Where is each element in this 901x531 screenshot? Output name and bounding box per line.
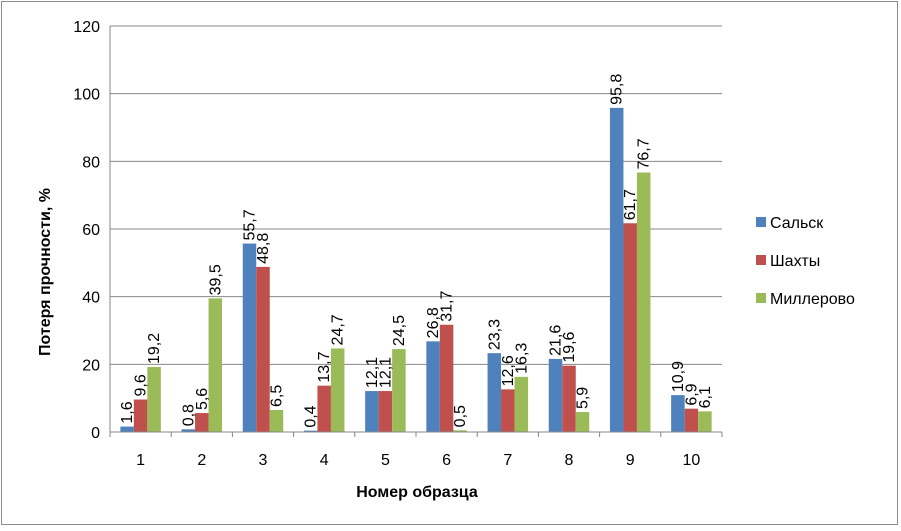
x-tick-label: 8 (565, 452, 574, 469)
x-tick-labels: 1 2 3 4 5 6 7 8 9 10 (136, 452, 700, 469)
bar (147, 367, 161, 432)
data-label: 0,8 (180, 404, 197, 426)
data-label: 19,6 (561, 331, 578, 362)
data-label: 5,6 (194, 388, 211, 410)
bar (487, 353, 502, 432)
data-label: 13,7 (316, 351, 333, 382)
y-axis-title: Потеря прочности, % (37, 188, 54, 356)
x-tick-label: 2 (197, 452, 206, 469)
bar (453, 430, 467, 432)
x-tick-label: 10 (683, 452, 701, 469)
data-label: 6,5 (269, 385, 286, 407)
x-tick-label: 6 (442, 452, 451, 469)
x-tick-label: 3 (259, 452, 268, 469)
data-label: 26,8 (425, 307, 442, 338)
data-label: 1,6 (119, 401, 136, 423)
data-label: 16,3 (513, 343, 530, 374)
data-label: 10,9 (670, 361, 687, 392)
data-label: 12,1 (364, 357, 381, 388)
data-label: 31,7 (439, 291, 456, 322)
bar (609, 107, 624, 433)
bar (317, 385, 331, 432)
y-tick-label: 0 (91, 425, 100, 442)
y-tick-label: 80 (82, 154, 100, 171)
bars (120, 107, 712, 433)
legend-label: Миллерово (770, 291, 855, 308)
legend-swatch (756, 293, 766, 303)
y-tick-label: 60 (82, 222, 100, 239)
bar (623, 223, 637, 432)
bar (426, 341, 440, 432)
bar (256, 266, 270, 432)
data-label: 39,5 (207, 264, 224, 295)
data-label: 0,4 (303, 405, 320, 427)
data-label: 24,7 (330, 314, 347, 345)
x-tick-label: 5 (381, 452, 390, 469)
bar (392, 349, 406, 432)
data-label: 5,9 (575, 387, 592, 409)
data-label: 6,1 (697, 386, 714, 408)
bar (269, 410, 284, 432)
legend: Сальск Шахты Миллерово (756, 215, 855, 308)
data-label: 55,7 (242, 209, 259, 240)
data-label: 23,3 (486, 319, 503, 350)
bar (562, 365, 576, 432)
data-labels: 1,6 9,6 19,2 0,85,6 39,5 55,748,8 6,5 0,4 13,7 24… (119, 74, 714, 428)
bar (684, 408, 699, 432)
data-label: 21,6 (548, 325, 565, 356)
bar (671, 395, 685, 432)
bar (378, 391, 393, 432)
axes (109, 26, 723, 437)
bar (698, 411, 712, 432)
x-tick-label: 1 (136, 452, 145, 469)
x-axis-title: Номер образца (356, 484, 478, 501)
data-label: 19,2 (146, 333, 163, 364)
y-tick-label: 40 (82, 290, 100, 307)
y-tick-labels: 0 20 40 60 80 100 120 (73, 19, 100, 442)
y-tick-label: 20 (82, 357, 100, 374)
bar (548, 358, 563, 432)
bar (365, 391, 379, 432)
bar (575, 412, 590, 432)
bar (330, 348, 345, 432)
bar (242, 243, 257, 432)
legend-swatch (756, 217, 766, 227)
data-label: 12,6 (500, 355, 517, 386)
x-tick-label: 9 (626, 452, 635, 469)
bar (303, 430, 318, 432)
bar (439, 324, 454, 432)
bar (133, 399, 148, 432)
data-label: 24,5 (391, 315, 408, 346)
y-tick-label: 100 (73, 87, 100, 104)
data-label: 6,9 (683, 383, 700, 405)
bar (636, 172, 651, 432)
legend-label: Шахты (770, 253, 820, 270)
data-label: 61,7 (622, 189, 639, 220)
legend-label: Сальск (770, 215, 824, 232)
data-label: 48,8 (255, 233, 272, 264)
data-label: 95,8 (609, 74, 626, 105)
data-label: 9,6 (133, 374, 150, 396)
data-label: 0,5 (452, 405, 469, 427)
bar (514, 376, 529, 432)
x-tick-label: 7 (503, 452, 512, 469)
legend-swatch (756, 255, 766, 265)
bar (181, 429, 196, 432)
bar (501, 389, 515, 432)
bar (208, 298, 223, 432)
data-label: 12,1 (377, 357, 394, 388)
y-tick-label: 120 (73, 19, 100, 36)
bar (195, 413, 209, 432)
data-label: 76,7 (636, 138, 653, 169)
x-tick-label: 4 (320, 452, 329, 469)
bar (120, 426, 134, 432)
